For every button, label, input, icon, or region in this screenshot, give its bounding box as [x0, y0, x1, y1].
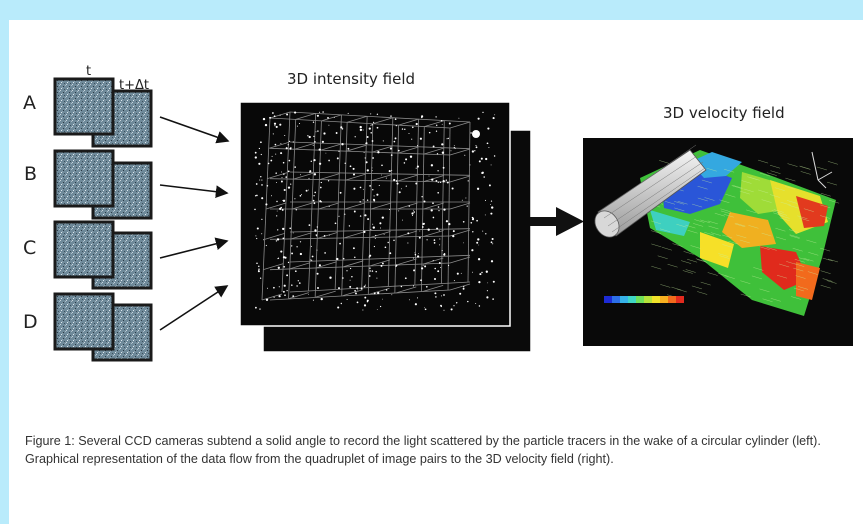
colorbar-swatch [668, 296, 676, 303]
label-t-plus-dt: t+Δt [119, 78, 149, 93]
colorbar-swatch [612, 296, 620, 303]
axes-icon [811, 151, 833, 189]
camera-label-a: A [23, 92, 36, 114]
figure-caption: Figure 1: Several CCD cameras subtend a … [25, 434, 821, 466]
colorbar-swatch [628, 296, 636, 303]
camera-pair-d [53, 292, 153, 362]
camera-pair-a [53, 77, 153, 148]
arrow-d [159, 285, 229, 331]
camera-label-d: D [23, 311, 38, 333]
left-accent-bar [0, 20, 9, 524]
camera-pair-b [53, 149, 153, 220]
intensity-field [239, 101, 532, 353]
label-t: t [86, 64, 92, 79]
velocity-field [583, 138, 853, 346]
cylinder-wireframe [594, 144, 707, 238]
camera-pair-c [53, 220, 153, 290]
camera-label-b: B [24, 163, 38, 185]
arrow-a [159, 116, 230, 144]
camera-label-c: C [23, 237, 37, 259]
flow-arrow [530, 207, 584, 236]
colorbar [604, 296, 684, 303]
velocity-field-title: 3D velocity field [663, 104, 785, 122]
colorbar-swatch [636, 296, 644, 303]
colorbar-swatch [660, 296, 668, 303]
colorbar-swatch [652, 296, 660, 303]
arrow-b [159, 184, 229, 199]
colorbar-swatch [676, 296, 684, 303]
intensity-field-title: 3D intensity field [287, 70, 416, 88]
colorbar-swatch [604, 296, 612, 303]
colorbar-swatch [620, 296, 628, 303]
arrow-c [159, 237, 229, 259]
colorbar-swatch [644, 296, 652, 303]
